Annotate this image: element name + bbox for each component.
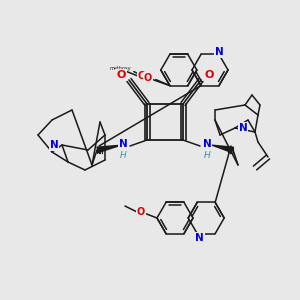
- Polygon shape: [207, 144, 234, 153]
- Text: O: O: [138, 70, 146, 81]
- Text: N: N: [238, 123, 247, 133]
- Text: N: N: [202, 139, 211, 149]
- Text: O: O: [204, 70, 214, 80]
- Text: H: H: [120, 152, 126, 160]
- Text: O: O: [116, 70, 126, 80]
- Text: H: H: [204, 152, 210, 160]
- Text: O: O: [137, 207, 145, 217]
- Text: N: N: [50, 140, 58, 150]
- Text: N: N: [118, 139, 127, 149]
- Text: methoxy: methoxy: [109, 66, 130, 70]
- Polygon shape: [96, 144, 127, 153]
- Text: N: N: [195, 232, 204, 243]
- Text: O: O: [144, 73, 152, 82]
- Text: N: N: [214, 47, 224, 57]
